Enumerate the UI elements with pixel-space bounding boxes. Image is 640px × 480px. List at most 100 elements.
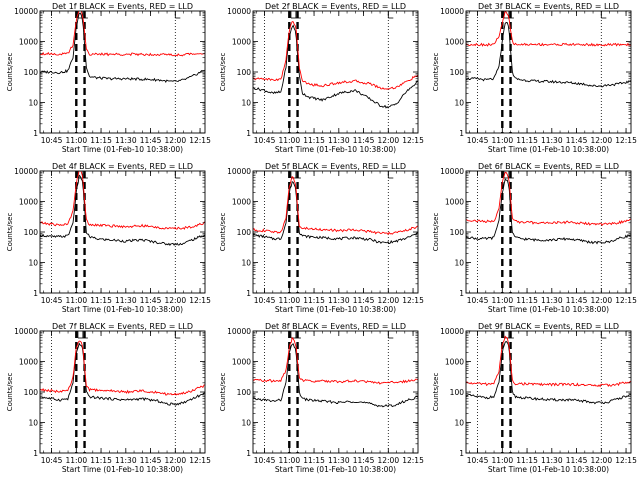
y-tick-label: 10 bbox=[241, 419, 251, 428]
x-tick-label: 12:15 bbox=[615, 456, 637, 465]
chart-title: Det 7f BLACK = Events, RED = LLD bbox=[52, 322, 193, 331]
chart-title: Det 1f BLACK = Events, RED = LLD bbox=[52, 2, 193, 11]
y-tick-label: 10 bbox=[28, 259, 38, 268]
y-tick-label: 1000 bbox=[232, 38, 251, 47]
x-tick-label: 10:45 bbox=[41, 136, 63, 145]
y-tick-label: 100 bbox=[450, 388, 465, 397]
y-tick-label: 1 bbox=[246, 289, 251, 298]
x-tick-label: 11:15 bbox=[303, 296, 325, 305]
chart-det3f: 1 10 100 1000 10000 10:45 11:00 11:15 11:30 11:45… bbox=[432, 2, 637, 154]
x-tick-label: 10:45 bbox=[467, 136, 489, 145]
y-tick-label: 100 bbox=[237, 68, 252, 77]
x-axis-label: Start Time (01-Feb-10 10:38:00) bbox=[275, 145, 396, 154]
y-tick-label: 1 bbox=[459, 289, 464, 298]
x-tick-label: 11:30 bbox=[115, 456, 137, 465]
y-tick-label: 1 bbox=[33, 449, 38, 458]
chart-title: Det 9f BLACK = Events, RED = LLD bbox=[478, 322, 619, 331]
panel-det6f: 1 10 100 1000 10000 10:45 11:00 11:15 11:30 11:45… bbox=[426, 160, 639, 320]
y-tick-label: 1000 bbox=[445, 198, 464, 207]
x-tick-label: 12:00 bbox=[377, 136, 399, 145]
chart-det2f: 1 10 100 1000 10000 10:45 11:00 11:15 11:30 11:45… bbox=[219, 2, 424, 154]
events-series-line bbox=[253, 343, 418, 408]
x-tick-label: 11:30 bbox=[115, 296, 137, 305]
x-tick-label: 11:15 bbox=[90, 136, 112, 145]
lld-series-line bbox=[40, 11, 205, 57]
panel-det5f: 1 10 100 1000 10000 10:45 11:00 11:15 11:30 11:45… bbox=[213, 160, 426, 320]
y-tick-label: 1000 bbox=[445, 358, 464, 367]
x-tick-label: 12:15 bbox=[615, 136, 637, 145]
x-tick-label: 11:00 bbox=[491, 456, 513, 465]
x-tick-label: 12:00 bbox=[164, 296, 186, 305]
y-axis-label: Counts/sec bbox=[6, 373, 14, 412]
plot-frame bbox=[252, 10, 419, 134]
plot-frame bbox=[465, 170, 632, 294]
y-tick-label: 10 bbox=[241, 99, 251, 108]
y-axis-label: Counts/sec bbox=[219, 213, 227, 252]
chart-title: Det 2f BLACK = Events, RED = LLD bbox=[265, 2, 406, 11]
plot-frame bbox=[465, 330, 632, 454]
x-tick-label: 10:45 bbox=[254, 296, 276, 305]
y-tick-label: 10000 bbox=[440, 7, 464, 16]
x-tick-label: 11:45 bbox=[353, 456, 375, 465]
y-tick-label: 10000 bbox=[227, 327, 251, 336]
chart-title: Det 8f BLACK = Events, RED = LLD bbox=[265, 322, 406, 331]
events-series-line bbox=[253, 181, 418, 245]
x-tick-label: 12:15 bbox=[402, 136, 424, 145]
x-tick-label: 12:15 bbox=[402, 456, 424, 465]
x-tick-label: 12:00 bbox=[590, 136, 612, 145]
x-tick-label: 11:15 bbox=[516, 456, 538, 465]
x-tick-label: 11:00 bbox=[65, 136, 87, 145]
chart-det9f: 1 10 100 1000 10000 10:45 11:00 11:15 11:30 11:45… bbox=[432, 322, 637, 474]
events-series-line bbox=[40, 342, 205, 406]
x-axis-label: Start Time (01-Feb-10 10:38:00) bbox=[488, 465, 609, 474]
panel-det9f: 1 10 100 1000 10000 10:45 11:00 11:15 11:30 11:45… bbox=[426, 320, 639, 480]
x-tick-label: 12:00 bbox=[164, 456, 186, 465]
x-axis-label: Start Time (01-Feb-10 10:38:00) bbox=[488, 145, 609, 154]
y-tick-label: 10000 bbox=[14, 167, 38, 176]
y-tick-label: 1000 bbox=[19, 38, 38, 47]
x-tick-label: 11:45 bbox=[566, 456, 588, 465]
y-tick-label: 10000 bbox=[227, 167, 251, 176]
y-tick-label: 10 bbox=[454, 259, 464, 268]
chart-det5f: 1 10 100 1000 10000 10:45 11:00 11:15 11:30 11:45… bbox=[219, 162, 424, 314]
y-tick-label: 10 bbox=[28, 419, 38, 428]
y-tick-label: 1000 bbox=[19, 358, 38, 367]
plot-frame bbox=[252, 170, 419, 294]
chart-title: Det 4f BLACK = Events, RED = LLD bbox=[52, 162, 193, 171]
plot-frame bbox=[252, 330, 419, 454]
x-axis-label: Start Time (01-Feb-10 10:38:00) bbox=[275, 465, 396, 474]
x-tick-label: 12:15 bbox=[402, 296, 424, 305]
y-tick-label: 100 bbox=[24, 68, 39, 77]
x-tick-label: 10:45 bbox=[254, 456, 276, 465]
x-tick-label: 12:00 bbox=[377, 296, 399, 305]
y-axis-label: Counts/sec bbox=[6, 53, 14, 92]
x-tick-label: 11:00 bbox=[278, 456, 300, 465]
x-tick-label: 11:45 bbox=[353, 136, 375, 145]
lld-series-line bbox=[40, 171, 205, 230]
y-tick-label: 10000 bbox=[440, 167, 464, 176]
chart-title: Det 6f BLACK = Events, RED = LLD bbox=[478, 162, 619, 171]
y-tick-label: 100 bbox=[237, 228, 252, 237]
events-series-line bbox=[466, 22, 631, 88]
x-tick-label: 11:30 bbox=[541, 296, 563, 305]
x-tick-label: 11:15 bbox=[516, 136, 538, 145]
lld-series-line bbox=[40, 340, 205, 396]
x-tick-label: 11:00 bbox=[491, 136, 513, 145]
x-tick-label: 11:00 bbox=[65, 456, 87, 465]
x-tick-label: 11:45 bbox=[566, 296, 588, 305]
x-tick-label: 12:15 bbox=[189, 136, 211, 145]
events-series-line bbox=[466, 340, 631, 405]
y-tick-label: 10 bbox=[28, 99, 38, 108]
y-tick-label: 1 bbox=[33, 289, 38, 298]
plot-frame bbox=[39, 170, 206, 294]
y-tick-label: 10000 bbox=[440, 327, 464, 336]
x-tick-label: 11:15 bbox=[303, 136, 325, 145]
x-tick-label: 10:45 bbox=[41, 456, 63, 465]
x-tick-label: 11:45 bbox=[140, 136, 162, 145]
lld-series-line bbox=[253, 175, 418, 236]
x-tick-label: 11:45 bbox=[140, 456, 162, 465]
y-tick-label: 1 bbox=[459, 129, 464, 138]
y-tick-label: 1 bbox=[459, 449, 464, 458]
y-tick-label: 1000 bbox=[19, 198, 38, 207]
